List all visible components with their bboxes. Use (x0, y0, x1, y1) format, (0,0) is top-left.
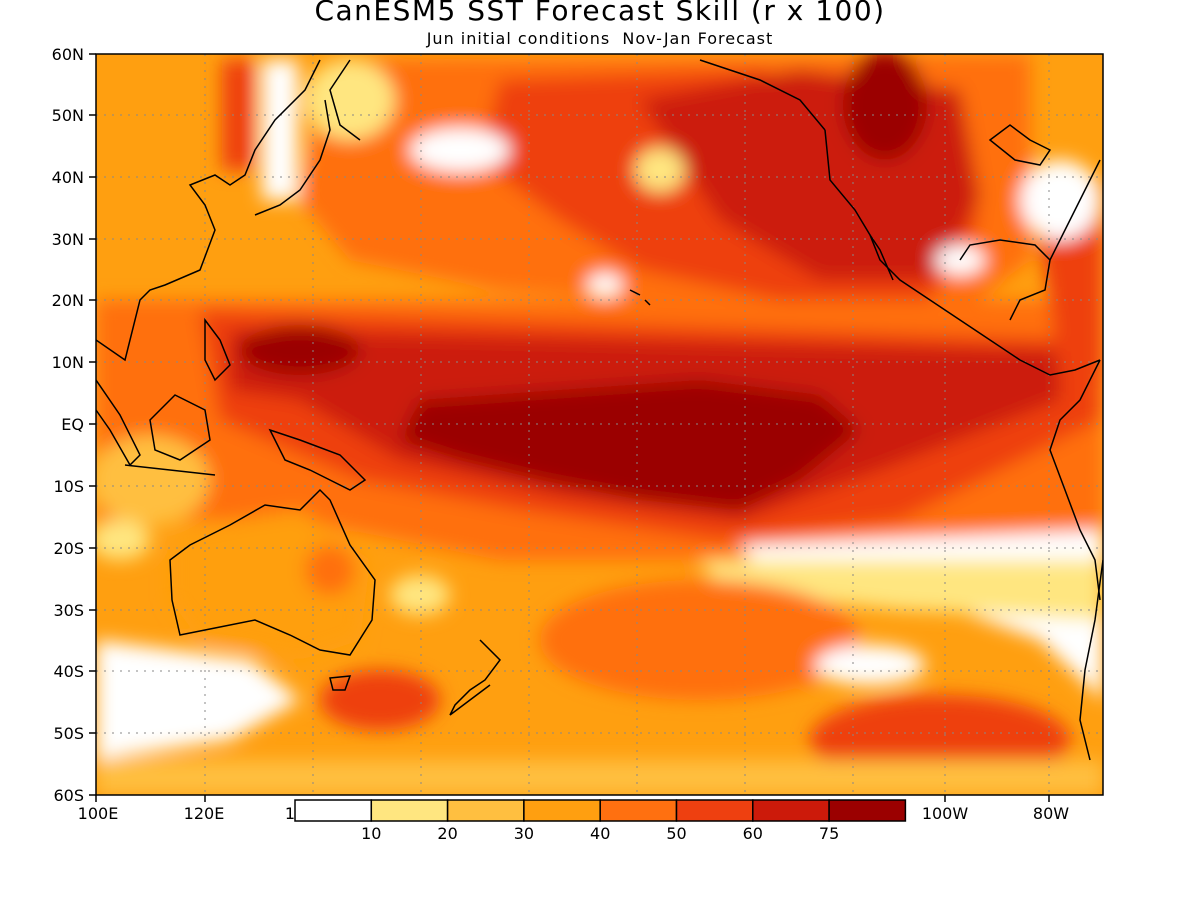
colorbar-label: 20 (437, 824, 457, 843)
colorbar-box (828, 799, 907, 822)
colorbar-box (752, 799, 830, 822)
coastline-philippines (204, 317, 231, 382)
coastlines (96, 59, 1103, 761)
coastline-tasmania (329, 675, 352, 691)
lat-label: 20S (53, 539, 84, 558)
coastline-asia (96, 59, 321, 362)
coastline-chile (1079, 559, 1103, 761)
coastline-australia (169, 488, 376, 656)
lat-label: 20N (52, 291, 84, 310)
coastline-new-zealand (449, 639, 501, 716)
colorbar-box (294, 799, 373, 822)
colorbar-label: 75 (819, 824, 839, 843)
lon-label: 1 (285, 804, 295, 823)
colorbar: 10 20 30 40 50 60 75 (294, 799, 907, 843)
colorbar-box (599, 799, 678, 822)
coastline-great-lakes (988, 124, 1052, 166)
colorbar-boxes (294, 799, 907, 822)
coastline-japan (254, 99, 331, 216)
colorbar-label: 30 (514, 824, 534, 843)
lat-label: 40N (52, 168, 84, 187)
coastline-java (124, 464, 216, 476)
lon-label: 120E (184, 804, 225, 823)
coastline-gulf-mexico (959, 239, 1051, 321)
lat-label: 10S (53, 477, 84, 496)
coastline-us-east (1049, 159, 1101, 261)
colorbar-label: 60 (743, 824, 763, 843)
lat-label: 30N (52, 230, 84, 249)
skill-field (96, 54, 1103, 795)
colorbar-label: 40 (590, 824, 610, 843)
coastline-hawaii (629, 289, 651, 306)
coastline-alaska (699, 59, 826, 131)
colorbar-label: 50 (666, 824, 686, 843)
latitude-labels: 60N 50N 40N 30N 20N 10N EQ 10S 20S 30S 4… (52, 45, 84, 805)
map-subtitle: Jun initial conditions Nov-Jan Forecast (426, 29, 774, 48)
map-title: CanESM5 SST Forecast Skill (r x 100) (314, 0, 886, 27)
lon-label: 100E (78, 804, 119, 823)
colorbar-box (523, 799, 601, 822)
lat-label: 60N (52, 45, 84, 64)
lat-label: EQ (61, 415, 84, 434)
axis-ticks (89, 53, 1050, 802)
coastline-sumatra (96, 379, 141, 467)
lat-label: 60S (53, 786, 84, 805)
coastline-kamchatka (329, 59, 361, 141)
colorbar-box (446, 799, 525, 822)
lat-label: 40S (53, 662, 84, 681)
coastline-north-america (824, 129, 1101, 376)
colorbar-box (370, 799, 449, 822)
longitude-labels: 100E 120E 1 100W 80W (78, 804, 1070, 823)
lat-label: 50S (53, 724, 84, 743)
lat-label: 50N (52, 106, 84, 125)
coastline-baja (869, 234, 894, 281)
coastline-borneo (149, 394, 211, 461)
lat-label: 30S (53, 601, 84, 620)
coastline-south-america (1049, 359, 1101, 601)
colorbar-label: 10 (361, 824, 381, 843)
skill-contours (96, 54, 1103, 795)
colorbar-labels: 10 20 30 40 50 60 75 (361, 824, 839, 843)
lon-label: 80W (1033, 804, 1069, 823)
colorbar-box (675, 799, 754, 822)
lon-label: 100W (922, 804, 969, 823)
coastline-new-guinea (268, 428, 367, 491)
graticule (96, 54, 1103, 795)
lat-label: 10N (52, 353, 84, 372)
